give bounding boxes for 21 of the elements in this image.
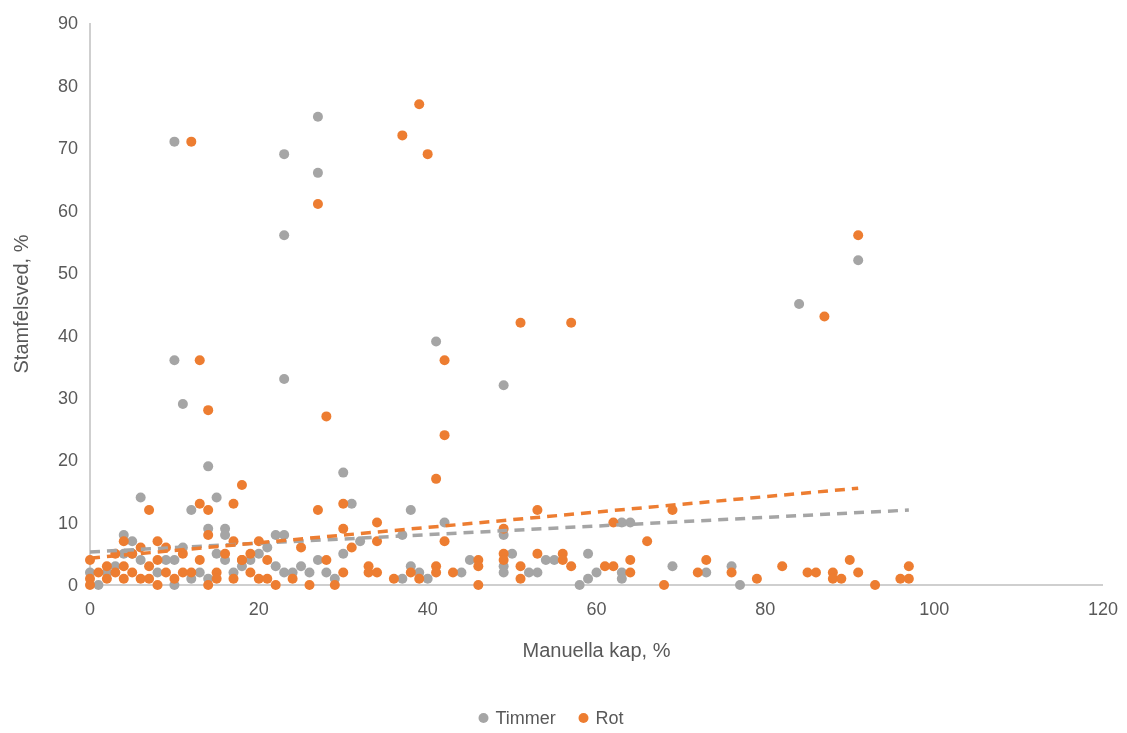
y-tick-label: 50 bbox=[57, 263, 78, 284]
y-axis-title: Stamfelsved, % bbox=[10, 234, 32, 374]
y-tick-label: 90 bbox=[57, 13, 78, 34]
legend-label: Timmer bbox=[495, 708, 556, 728]
legend-label: Rot bbox=[595, 708, 624, 728]
y-tick-label: 10 bbox=[57, 512, 78, 533]
y-tick-label: 80 bbox=[57, 75, 78, 96]
x-tick-label: 40 bbox=[417, 599, 438, 619]
x-tick-label: 20 bbox=[248, 599, 269, 619]
x-tick-label: 100 bbox=[919, 599, 950, 619]
x-tick-label: 0 bbox=[84, 599, 96, 619]
x-tick-label: 80 bbox=[755, 599, 776, 619]
x-tick-label: 120 bbox=[1087, 599, 1119, 619]
x-tick-label: 60 bbox=[586, 599, 607, 619]
y-tick-label: 60 bbox=[57, 200, 78, 221]
y-tick-label: 70 bbox=[57, 138, 78, 159]
x-axis-title: Manuella kap, % bbox=[522, 639, 671, 661]
y-tick-label: 20 bbox=[57, 450, 78, 471]
y-tick-label: 0 bbox=[67, 575, 78, 596]
y-tick-label: 40 bbox=[57, 325, 78, 346]
y-tick-label: 30 bbox=[57, 387, 78, 408]
